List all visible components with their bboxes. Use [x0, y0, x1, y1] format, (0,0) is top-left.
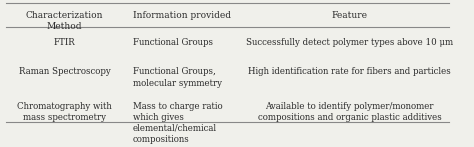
- Text: Functional Groups,
molecular symmetry: Functional Groups, molecular symmetry: [133, 67, 221, 87]
- Text: Feature: Feature: [331, 11, 367, 20]
- Text: Chromatography with
mass spectrometry: Chromatography with mass spectrometry: [18, 102, 112, 122]
- Text: Functional Groups: Functional Groups: [133, 38, 212, 47]
- Text: Available to identify polymer/monomer
compositions and organic plastic additives: Available to identify polymer/monomer co…: [258, 102, 441, 122]
- Text: FTIR: FTIR: [54, 38, 75, 47]
- Text: High identification rate for fibers and particles: High identification rate for fibers and …: [248, 67, 451, 76]
- Text: Mass to charge ratio
which gives
elemental/chemical
compositions: Mass to charge ratio which gives element…: [133, 102, 222, 144]
- Text: Information provided: Information provided: [133, 11, 230, 20]
- Text: Characterization
Method: Characterization Method: [26, 11, 103, 31]
- Text: Successfully detect polymer types above 10 μm: Successfully detect polymer types above …: [246, 38, 453, 47]
- Text: Raman Spectroscopy: Raman Spectroscopy: [19, 67, 110, 76]
